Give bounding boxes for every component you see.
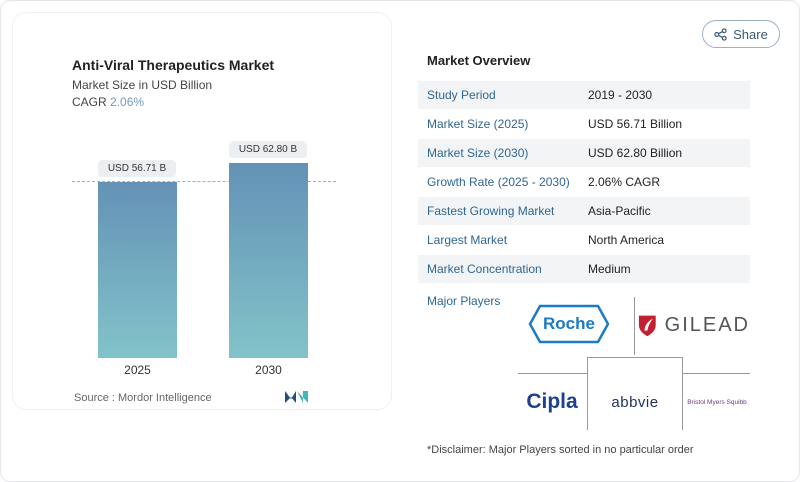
data-label: USD 56.71 B [98,159,176,177]
bar-2030 [229,163,308,358]
gilead-logo: GILEAD [638,308,750,342]
major-players-label: Major Players [427,294,501,308]
overview-row: Market Concentration Medium [418,255,750,284]
cagr-value: 2.06% [110,95,145,109]
row-label: Largest Market [427,233,508,247]
x-tick-label: 2025 [124,363,151,377]
row-value: 2.06% CAGR [588,175,661,189]
data-label: USD 62.80 B [229,141,307,158]
overview-row: Growth Rate (2025 - 2030) 2.06% CAGR [418,168,750,197]
bar-2025 [98,181,177,358]
x-tick-label: 2030 [255,363,282,377]
row-value: Asia-Pacific [588,204,651,218]
overview-title: Market Overview [427,53,531,68]
cagr: CAGR 2.06% [72,95,144,109]
divider [587,357,683,430]
row-label: Study Period [427,88,496,102]
divider [634,297,635,355]
overview-row: Study Period 2019 - 2030 [418,81,750,110]
share-button[interactable]: Share [702,20,780,48]
row-label: Market Concentration [427,262,542,276]
row-label: Growth Rate (2025 - 2030) [427,175,570,189]
overview-row: Largest Market North America [418,226,750,255]
chart-title: Anti-Viral Therapeutics Market [72,57,275,73]
row-label: Market Size (2025) [427,117,529,131]
row-value: USD 56.71 Billion [588,117,683,131]
row-value: Medium [588,262,631,276]
overview-row: Market Size (2030) USD 62.80 Billion [418,139,750,168]
share-icon [714,27,727,41]
abbvie-logo: abbvie [611,393,659,411]
share-label: Share [733,26,768,42]
disclaimer: *Disclaimer: Major Players sorted in no … [427,444,694,456]
roche-logo: Roche [528,303,610,345]
chart-card [12,12,392,410]
overview-row: Market Size (2025) USD 56.71 Billion [418,110,750,139]
row-label: Market Size (2030) [427,146,529,160]
overview-row: Fastest Growing Market Asia-Pacific [418,197,750,226]
reference-line [72,181,336,182]
bms-logo: Bristol Myers Squibb [687,398,747,406]
chart-subtitle: Market Size in USD Billion [72,78,213,92]
row-label: Fastest Growing Market [427,204,555,218]
row-value: North America [588,233,665,247]
mordor-logo-icon [285,391,308,403]
cagr-label: CAGR [72,95,107,109]
source: Source : Mordor Intelligence [74,392,212,404]
row-value: 2019 - 2030 [588,88,653,102]
cipla-logo: Cipla [526,390,578,413]
row-value: USD 62.80 Billion [588,146,683,160]
